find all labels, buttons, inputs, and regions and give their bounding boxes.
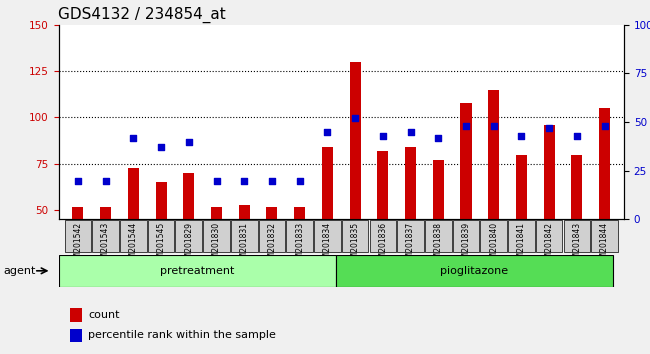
Point bbox=[489, 123, 499, 129]
Text: GSM201832: GSM201832 bbox=[267, 222, 276, 268]
Text: GSM201833: GSM201833 bbox=[295, 222, 304, 268]
Bar bbox=[92, 220, 119, 252]
Bar bbox=[350, 62, 361, 303]
Text: GSM201838: GSM201838 bbox=[434, 222, 443, 268]
Bar bbox=[287, 220, 313, 252]
Bar bbox=[377, 151, 389, 303]
Bar bbox=[335, 255, 613, 287]
Text: GSM201829: GSM201829 bbox=[185, 222, 193, 268]
Text: GSM201543: GSM201543 bbox=[101, 222, 110, 268]
Bar bbox=[433, 160, 444, 303]
Point bbox=[266, 178, 277, 183]
Bar bbox=[239, 205, 250, 303]
Bar bbox=[266, 206, 278, 303]
Bar bbox=[259, 220, 285, 252]
Point bbox=[406, 129, 416, 135]
Text: GSM201830: GSM201830 bbox=[212, 222, 221, 268]
Text: GSM201542: GSM201542 bbox=[73, 222, 83, 268]
Point bbox=[239, 178, 250, 183]
Text: GSM201844: GSM201844 bbox=[600, 222, 609, 268]
Bar bbox=[294, 206, 306, 303]
Text: GSM201836: GSM201836 bbox=[378, 222, 387, 268]
Text: count: count bbox=[88, 310, 120, 320]
Bar bbox=[460, 103, 471, 303]
Bar bbox=[70, 308, 83, 321]
Text: GSM201831: GSM201831 bbox=[240, 222, 249, 268]
Bar bbox=[211, 206, 222, 303]
Bar bbox=[452, 220, 479, 252]
Text: pioglitazone: pioglitazone bbox=[440, 266, 508, 276]
Text: GSM201837: GSM201837 bbox=[406, 222, 415, 268]
Bar bbox=[564, 220, 590, 252]
Point bbox=[211, 178, 222, 183]
Point bbox=[156, 144, 166, 150]
Bar bbox=[480, 220, 507, 252]
Bar bbox=[508, 220, 535, 252]
Bar bbox=[155, 182, 166, 303]
Bar bbox=[536, 220, 562, 252]
Point bbox=[516, 133, 526, 138]
Bar bbox=[543, 125, 554, 303]
Point bbox=[378, 133, 388, 138]
Bar bbox=[314, 220, 341, 252]
Bar bbox=[231, 220, 257, 252]
Bar bbox=[397, 220, 424, 252]
Point bbox=[294, 178, 305, 183]
Bar bbox=[488, 90, 499, 303]
Point bbox=[433, 135, 443, 141]
Text: GSM201840: GSM201840 bbox=[489, 222, 498, 268]
Bar bbox=[369, 220, 396, 252]
Bar bbox=[128, 167, 139, 303]
Point bbox=[128, 135, 138, 141]
Point bbox=[322, 129, 333, 135]
Bar bbox=[58, 255, 335, 287]
Point bbox=[73, 178, 83, 183]
Bar bbox=[599, 108, 610, 303]
Text: GSM201545: GSM201545 bbox=[157, 222, 166, 268]
Bar bbox=[405, 147, 416, 303]
Bar bbox=[322, 147, 333, 303]
Bar bbox=[120, 220, 147, 252]
Bar bbox=[516, 155, 527, 303]
Bar bbox=[72, 206, 83, 303]
Text: GSM201842: GSM201842 bbox=[545, 222, 554, 268]
Text: GDS4132 / 234854_at: GDS4132 / 234854_at bbox=[58, 7, 226, 23]
Text: percentile rank within the sample: percentile rank within the sample bbox=[88, 330, 276, 341]
Text: agent: agent bbox=[3, 266, 35, 276]
Point bbox=[572, 133, 582, 138]
Text: GSM201843: GSM201843 bbox=[573, 222, 581, 268]
Bar bbox=[425, 220, 452, 252]
Point bbox=[350, 115, 360, 121]
Bar bbox=[70, 329, 83, 342]
Text: GSM201834: GSM201834 bbox=[323, 222, 332, 268]
Point bbox=[461, 123, 471, 129]
Text: GSM201841: GSM201841 bbox=[517, 222, 526, 268]
Text: GSM201544: GSM201544 bbox=[129, 222, 138, 268]
Text: pretreatment: pretreatment bbox=[160, 266, 234, 276]
Text: GSM201835: GSM201835 bbox=[350, 222, 359, 268]
Bar bbox=[203, 220, 230, 252]
Bar bbox=[342, 220, 369, 252]
Bar bbox=[183, 173, 194, 303]
Point bbox=[544, 125, 554, 131]
Text: GSM201839: GSM201839 bbox=[462, 222, 471, 268]
Point bbox=[599, 123, 610, 129]
Bar bbox=[592, 220, 618, 252]
Point bbox=[183, 139, 194, 144]
Bar bbox=[64, 220, 91, 252]
Point bbox=[100, 178, 110, 183]
Bar bbox=[176, 220, 202, 252]
Bar bbox=[100, 206, 111, 303]
Bar bbox=[148, 220, 174, 252]
Bar bbox=[571, 155, 582, 303]
